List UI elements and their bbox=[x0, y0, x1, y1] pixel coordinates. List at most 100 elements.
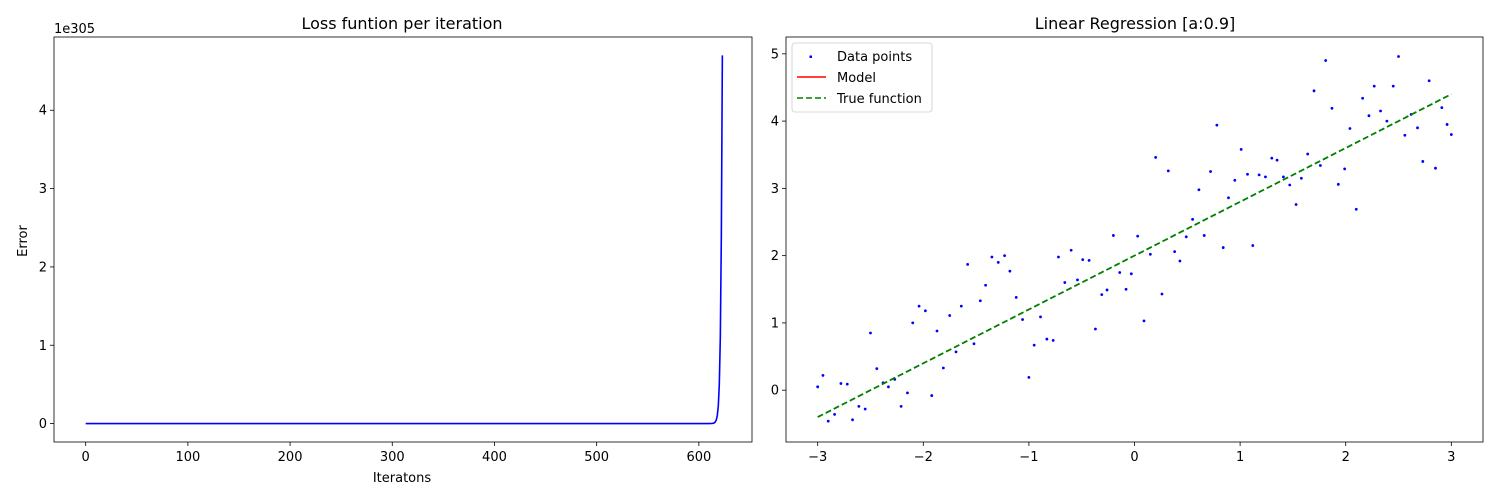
x-tick-label: 3 bbox=[1447, 450, 1455, 465]
data-point bbox=[1032, 343, 1036, 347]
data-point bbox=[1045, 337, 1049, 341]
data-point bbox=[1051, 339, 1055, 342]
data-point bbox=[1306, 152, 1310, 156]
data-point bbox=[875, 367, 879, 371]
data-point bbox=[1063, 281, 1067, 284]
data-point bbox=[1202, 234, 1206, 237]
y-tick-label: 0 bbox=[39, 417, 47, 432]
x-tick-label: 2 bbox=[1342, 450, 1350, 465]
legend-label-data-points: Data points bbox=[837, 50, 912, 65]
data-point bbox=[1021, 318, 1024, 321]
legend-label-true-function: True function bbox=[836, 92, 922, 107]
data-point bbox=[935, 329, 939, 333]
legend-label-model: Model bbox=[837, 71, 876, 86]
data-point bbox=[1282, 175, 1285, 179]
y-tick-label: 0 bbox=[771, 384, 779, 399]
data-point bbox=[1076, 278, 1079, 282]
regression-chart: Linear Regression [a:0.9] −3 −2 −1 0 1 2 3 0 1 2 3… bbox=[771, 14, 1484, 465]
y-tick-label: 3 bbox=[771, 182, 779, 197]
data-point bbox=[1367, 114, 1371, 118]
data-point bbox=[1239, 147, 1243, 151]
data-point bbox=[1318, 164, 1322, 167]
data-point bbox=[1160, 292, 1164, 296]
loss-chart-frame bbox=[53, 36, 753, 443]
loss-series-line bbox=[85, 55, 724, 425]
data-point bbox=[1391, 84, 1395, 88]
regression-chart-frame bbox=[785, 36, 1484, 443]
data-point bbox=[1379, 109, 1382, 113]
data-point bbox=[1118, 271, 1122, 274]
data-point bbox=[1449, 133, 1453, 136]
data-point bbox=[1154, 156, 1158, 159]
data-point bbox=[1142, 319, 1146, 323]
data-point bbox=[845, 382, 849, 386]
x-tick-label: 300 bbox=[380, 450, 405, 465]
y-tick-label: 1 bbox=[39, 339, 47, 354]
x-tick-label: 200 bbox=[278, 450, 303, 465]
loss-chart-offset-text: 1e305 bbox=[54, 22, 95, 37]
loss-chart-ylabel: Error bbox=[16, 225, 31, 257]
data-point bbox=[1173, 250, 1177, 254]
data-point bbox=[1403, 133, 1407, 137]
data-point bbox=[959, 304, 963, 308]
legend-item-model: Model bbox=[797, 71, 876, 86]
data-point bbox=[1343, 167, 1347, 171]
data-point bbox=[1416, 126, 1419, 130]
data-point bbox=[1184, 235, 1188, 239]
data-point bbox=[1221, 246, 1225, 249]
data-point bbox=[1246, 172, 1249, 176]
data-point bbox=[954, 350, 958, 354]
data-point bbox=[990, 255, 994, 259]
data-point bbox=[1251, 244, 1255, 247]
data-point bbox=[1330, 106, 1334, 110]
data-point bbox=[1129, 272, 1133, 276]
data-point bbox=[1215, 123, 1219, 127]
data-point bbox=[1397, 55, 1400, 58]
data-point bbox=[972, 342, 976, 346]
data-point bbox=[1324, 59, 1328, 62]
data-point bbox=[917, 304, 921, 308]
x-tick-label: 600 bbox=[686, 450, 711, 465]
data-point bbox=[887, 385, 890, 389]
legend-item-true-function: True function bbox=[797, 92, 922, 107]
data-point bbox=[1057, 255, 1060, 259]
x-tick-label: 100 bbox=[175, 450, 200, 465]
data-point bbox=[1111, 234, 1115, 237]
data-point bbox=[1361, 96, 1365, 100]
data-point bbox=[1354, 207, 1358, 211]
data-point bbox=[1014, 295, 1018, 299]
data-point bbox=[1299, 176, 1303, 180]
data-point bbox=[833, 413, 836, 416]
data-point bbox=[1003, 254, 1006, 258]
legend: Data points Model True function bbox=[791, 42, 933, 113]
data-point bbox=[1348, 127, 1352, 130]
data-point bbox=[1264, 175, 1267, 179]
x-tick-label: −2 bbox=[914, 450, 933, 465]
data-point bbox=[1148, 252, 1152, 256]
data-point bbox=[1312, 89, 1316, 93]
data-point bbox=[899, 404, 903, 408]
y-tick-label: 4 bbox=[39, 104, 47, 119]
x-tick-label: −3 bbox=[808, 450, 827, 465]
data-point bbox=[1336, 182, 1340, 186]
loss-chart-ticks: 0 100 200 300 400 500 600 0 1 2 3 4 bbox=[39, 104, 712, 465]
x-tick-label: −1 bbox=[1019, 450, 1038, 465]
data-point bbox=[1136, 234, 1140, 238]
data-point bbox=[1105, 288, 1109, 292]
data-point bbox=[984, 283, 987, 287]
data-point bbox=[906, 391, 909, 395]
x-tick-label: 0 bbox=[1130, 450, 1138, 465]
loss-chart-xlabel: Iteratons bbox=[373, 471, 432, 486]
data-point bbox=[1294, 203, 1298, 206]
y-tick-label: 5 bbox=[771, 47, 779, 62]
data-point bbox=[1087, 258, 1091, 262]
data-point bbox=[839, 382, 843, 385]
data-point bbox=[1270, 156, 1274, 160]
data-point bbox=[911, 321, 915, 325]
data-point bbox=[1257, 173, 1261, 177]
data-point bbox=[1039, 315, 1042, 319]
regression-chart-title: Linear Regression [a:0.9] bbox=[1035, 14, 1236, 33]
data-point bbox=[1427, 79, 1431, 83]
data-point bbox=[1372, 84, 1376, 88]
